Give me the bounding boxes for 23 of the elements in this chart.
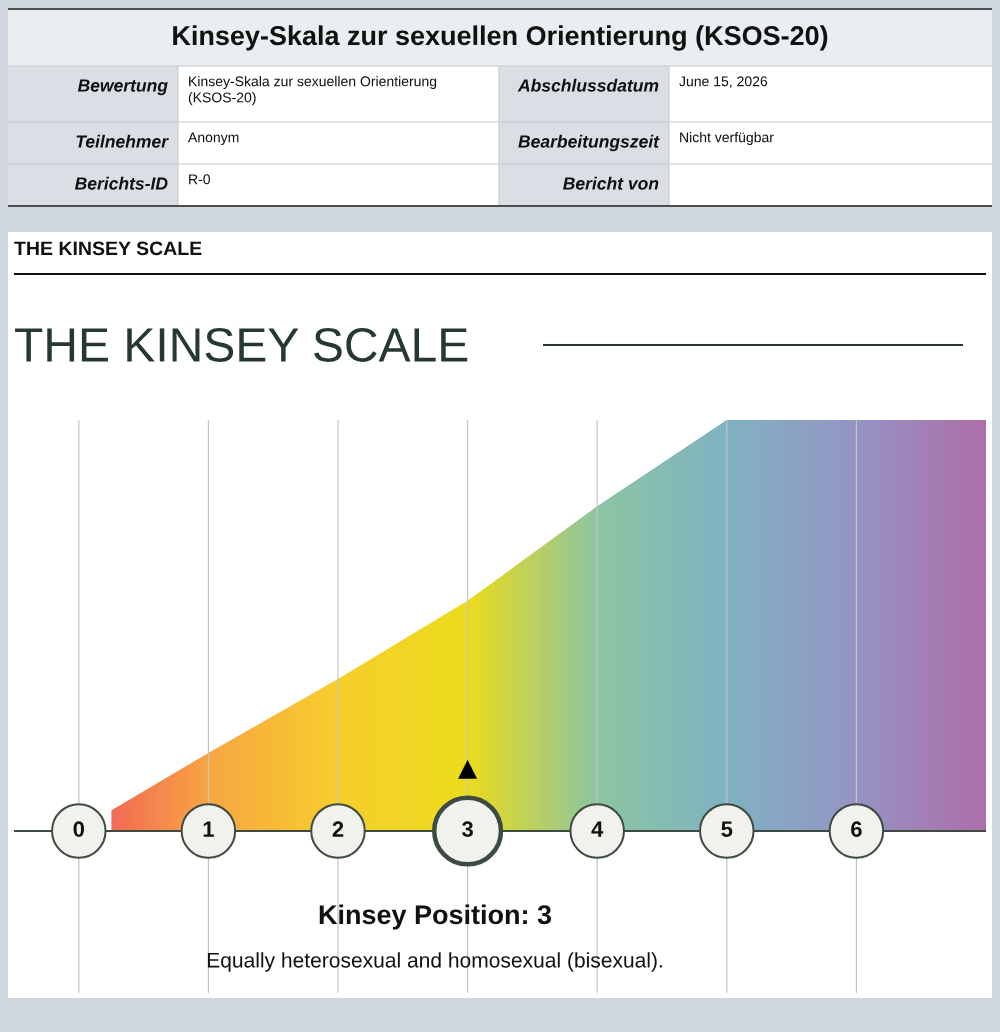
x-tick-label: 3: [461, 821, 473, 837]
x-tick-label: 5: [721, 821, 733, 837]
x-tick-label: 6: [851, 821, 862, 837]
x-tick-label: 2: [332, 821, 344, 837]
x-tick-label: 4: [591, 821, 604, 837]
text: Bearbeitungszeit: [518, 134, 660, 152]
text: Bewertung: [77, 79, 168, 96]
text: Teilnehmer: [76, 134, 169, 148]
text: Berichts-ID: [74, 176, 168, 190]
text: R-0: [189, 174, 211, 185]
text: Anonym: [188, 132, 239, 146]
text: Kinsey Position: 3: [319, 904, 552, 930]
chart-title: Kinsey-Skala zur sexuellen Orientierung (KSOS-20): [173, 25, 828, 51]
text: Kinsey-Skala zur sexuellen Orientierung (KSOS-20): [188, 76, 437, 106]
text: Nicht verfügbar: [680, 132, 774, 146]
text: THE KINSEY SCALE: [15, 327, 468, 362]
x-tick-label: 1: [203, 821, 214, 837]
x-tick-label: 0: [73, 821, 85, 837]
text: Bericht von: [563, 176, 659, 190]
text: Equally heterosexual and homosexual (bisexual).: [207, 952, 662, 972]
text: June 15, 2026: [679, 76, 768, 88]
text: Abschlussdatum: [517, 78, 659, 92]
chart-subtitle: THE KINSEY SCALE: [14, 241, 202, 256]
